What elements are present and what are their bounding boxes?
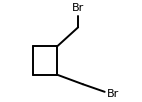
Text: Br: Br <box>72 3 84 13</box>
Text: Br: Br <box>106 89 119 99</box>
